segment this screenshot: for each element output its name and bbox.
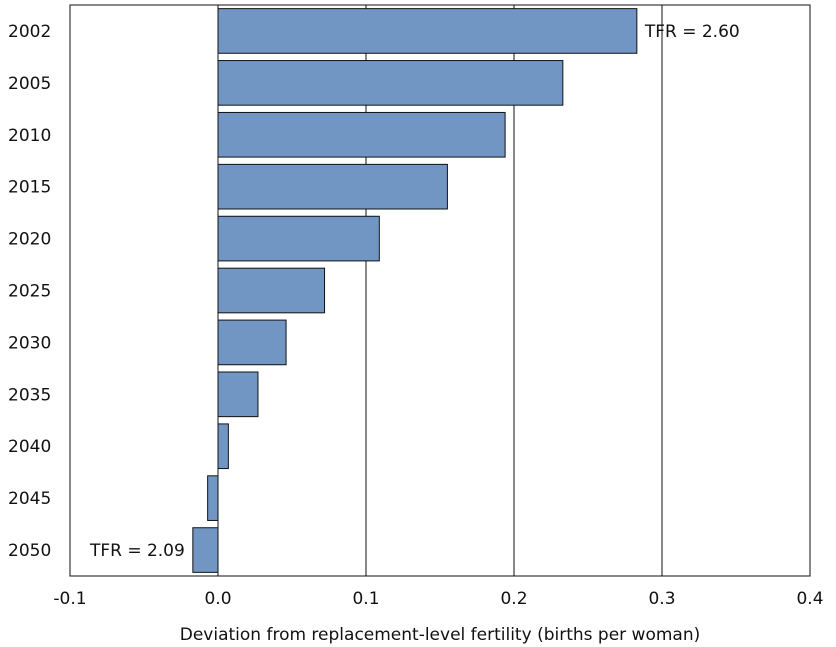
x-tick-labels: -0.1 0.0 0.1 0.2 0.3 0.4 xyxy=(53,589,823,609)
bar-2005 xyxy=(217,60,564,106)
data-labels: TFR = 2.60 TFR = 2.09 xyxy=(89,22,740,561)
year-label-2025: 2025 xyxy=(8,282,51,302)
x-tick-label-0: -0.1 xyxy=(53,589,86,609)
bar-2030 xyxy=(217,319,287,366)
bar-2050 xyxy=(192,527,219,573)
bar-2025 xyxy=(217,267,326,314)
year-label-2002: 2002 xyxy=(8,22,51,42)
year-label-2010: 2010 xyxy=(8,126,51,146)
plot-frame xyxy=(69,4,811,577)
x-tick-label-2: 0.1 xyxy=(352,589,379,609)
year-label-2035: 2035 xyxy=(8,385,51,405)
bar-2045 xyxy=(207,475,219,521)
year-label-2040: 2040 xyxy=(8,437,51,457)
x-tick-label-1: 0.0 xyxy=(204,589,231,609)
year-label-2005: 2005 xyxy=(8,74,51,94)
year-labels: 2002 2005 2010 2015 2020 2025 2030 2035 2040 2045… xyxy=(8,22,51,561)
bar-2040 xyxy=(217,423,229,470)
year-label-2030: 2030 xyxy=(8,333,51,353)
year-label-2020: 2020 xyxy=(8,230,51,250)
bar-2015 xyxy=(217,163,448,210)
x-tick-label-4: 0.3 xyxy=(648,589,675,609)
bar-2002 xyxy=(217,8,638,54)
x-tick-label-3: 0.2 xyxy=(500,589,527,609)
bar-2035 xyxy=(217,371,259,418)
x-tick-label-5: 0.4 xyxy=(796,589,823,609)
year-label-2015: 2015 xyxy=(8,178,51,198)
x-axis-title: Deviation from replacement-level fertili… xyxy=(180,625,700,645)
year-label-2050: 2050 xyxy=(8,541,51,561)
bar-2020 xyxy=(217,215,380,262)
bars xyxy=(192,8,638,573)
bar-2010 xyxy=(217,111,506,158)
data-label-2050: TFR = 2.09 xyxy=(89,541,185,561)
year-label-2045: 2045 xyxy=(8,489,51,509)
data-label-2002: TFR = 2.60 xyxy=(644,22,740,42)
